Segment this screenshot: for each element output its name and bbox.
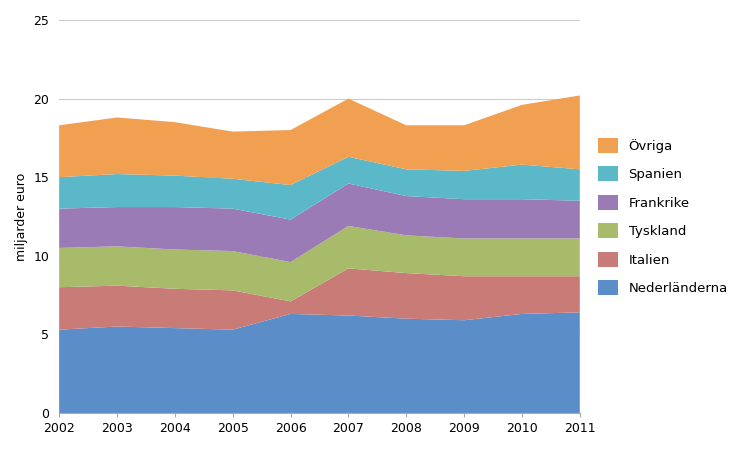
- Legend: Övriga, Spanien, Frankrike, Tyskland, Italien, Nederländerna: Övriga, Spanien, Frankrike, Tyskland, It…: [592, 131, 734, 302]
- Y-axis label: miljarder euro: miljarder euro: [15, 172, 28, 261]
